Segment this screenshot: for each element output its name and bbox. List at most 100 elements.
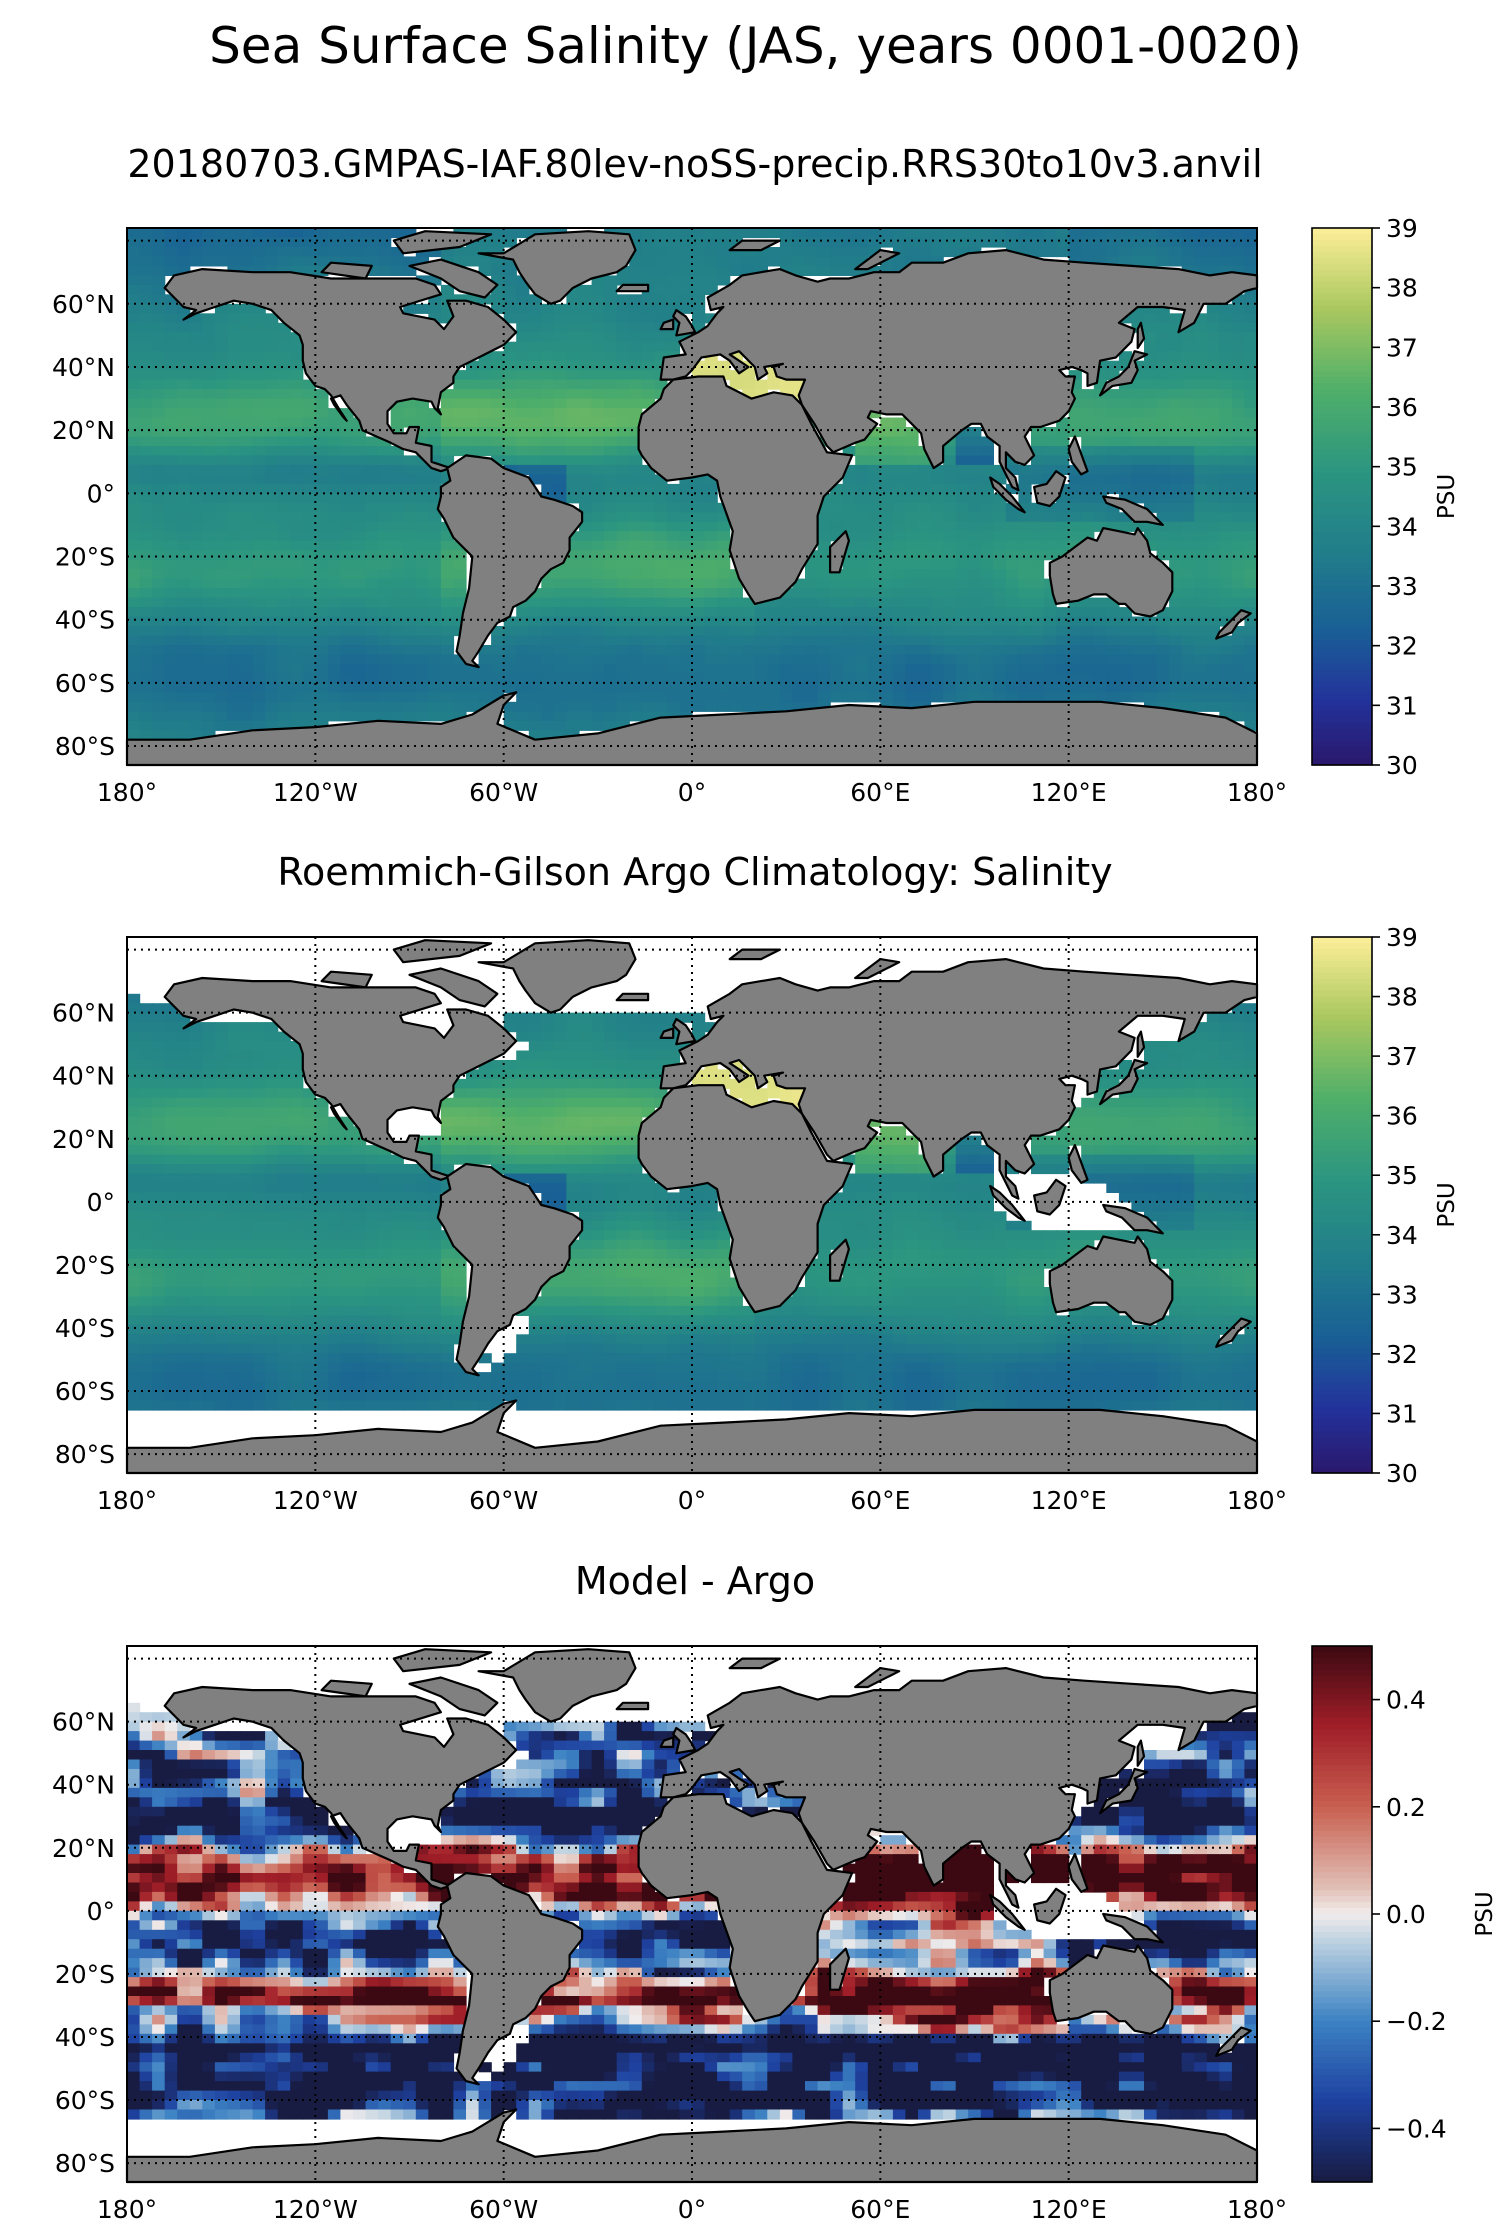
heatmap-cell (1206, 569, 1220, 580)
heatmap-cell (1219, 398, 1233, 409)
heatmap-cell (1106, 436, 1120, 447)
heatmap-cell (378, 1182, 392, 1193)
heatmap-cell (428, 578, 442, 589)
heatmap-cell (290, 701, 304, 712)
heatmap-cell (365, 578, 379, 589)
heatmap-cell (290, 578, 304, 589)
heatmap-cell (604, 379, 618, 390)
heatmap-cell (679, 247, 693, 258)
heatmap-cell (202, 398, 216, 409)
heatmap-cell (1131, 682, 1145, 693)
heatmap-cell (189, 1126, 203, 1137)
heatmap-cell (152, 313, 166, 324)
heatmap-cell (152, 1060, 166, 1071)
heatmap-cell (1194, 474, 1208, 485)
heatmap-cell (629, 673, 643, 684)
heatmap-cell (503, 294, 517, 305)
heatmap-cell (1194, 228, 1208, 239)
heatmap-cell (1106, 483, 1120, 494)
heatmap-cell (428, 1334, 442, 1345)
heatmap-cell (139, 701, 153, 712)
heatmap-cell (1093, 455, 1107, 466)
heatmap-cell (666, 540, 681, 551)
heatmap-cell (817, 682, 831, 693)
heatmap-cell (240, 1164, 254, 1175)
heatmap-cell (353, 446, 367, 457)
heatmap-cell (729, 635, 743, 646)
heatmap-cell (641, 360, 655, 371)
heatmap-cell (365, 616, 379, 627)
heatmap-cell (277, 389, 291, 400)
heatmap-cell (767, 673, 781, 684)
heatmap-cell (666, 341, 681, 352)
heatmap-cell (164, 701, 178, 712)
heatmap-cell (127, 1287, 141, 1298)
heatmap-cell (817, 237, 831, 248)
heatmap-cell (503, 228, 517, 239)
heatmap-cell (252, 1192, 266, 1203)
heatmap-cell (629, 1400, 643, 1411)
heatmap-cell (629, 616, 643, 627)
heatmap-cell (453, 682, 467, 693)
heatmap-cell (327, 512, 342, 523)
heatmap-cell (164, 607, 178, 618)
heatmap-cell (252, 559, 266, 570)
heatmap-cell (591, 701, 605, 712)
heatmap-cell (214, 607, 229, 618)
heatmap-cell (616, 1126, 630, 1137)
heatmap-cell (1181, 597, 1195, 608)
heatmap-cell (641, 265, 655, 276)
heatmap-cell (553, 360, 568, 371)
heatmap-cell (1118, 521, 1133, 532)
heatmap-cell (491, 256, 505, 267)
heatmap-cell (365, 446, 379, 457)
heatmap-cell (742, 701, 756, 712)
heatmap-cell (491, 673, 505, 684)
heatmap-cell (491, 1135, 505, 1146)
heatmap-cell (139, 1050, 153, 1061)
heatmap-cell (265, 389, 279, 400)
heatmap-cell (290, 1391, 304, 1402)
heatmap-cell (189, 1391, 203, 1402)
heatmap-cell (403, 531, 417, 542)
heatmap-cell (930, 682, 944, 693)
heatmap-cell (1081, 436, 1095, 447)
heatmap-cell (327, 1220, 342, 1231)
heatmap-cell (1156, 322, 1170, 333)
heatmap-cell (152, 550, 166, 561)
heatmap-cell (1231, 464, 1246, 475)
heatmap-cell (240, 332, 254, 343)
heatmap-cell (516, 635, 530, 646)
heatmap-cell (428, 1353, 442, 1364)
heatmap-cell (177, 578, 191, 589)
heatmap-cell (704, 663, 718, 674)
heatmap-cell (1018, 673, 1032, 684)
heatmap-cell (302, 654, 316, 665)
heatmap-cell (566, 550, 580, 561)
heatmap-cell (127, 550, 141, 561)
heatmap-cell (980, 635, 994, 646)
heatmap-cell (717, 360, 731, 371)
heatmap-cell (214, 1353, 229, 1364)
heatmap-cell (566, 1249, 580, 1260)
heatmap-cell (1219, 247, 1233, 258)
heatmap-cell (265, 512, 279, 523)
heatmap-cell (177, 673, 191, 684)
heatmap-cell (1031, 521, 1045, 532)
heatmap-cell (528, 322, 542, 333)
heatmap-cell (641, 531, 655, 542)
heatmap-cell (1144, 256, 1158, 267)
heatmap-cell (880, 588, 894, 599)
heatmap-cell (1106, 417, 1120, 428)
colorbar-segment (1312, 532, 1372, 539)
heatmap-cell (1018, 607, 1032, 618)
heatmap-cell (892, 446, 907, 457)
heatmap-cell (591, 540, 605, 551)
heatmap-cell (139, 1220, 153, 1231)
heatmap-cell (265, 1334, 279, 1345)
heatmap-cell (654, 540, 668, 551)
heatmap-cell (528, 635, 542, 646)
heatmap-cell (641, 550, 655, 561)
heatmap-cell (830, 645, 844, 656)
heatmap-cell (503, 1116, 517, 1127)
